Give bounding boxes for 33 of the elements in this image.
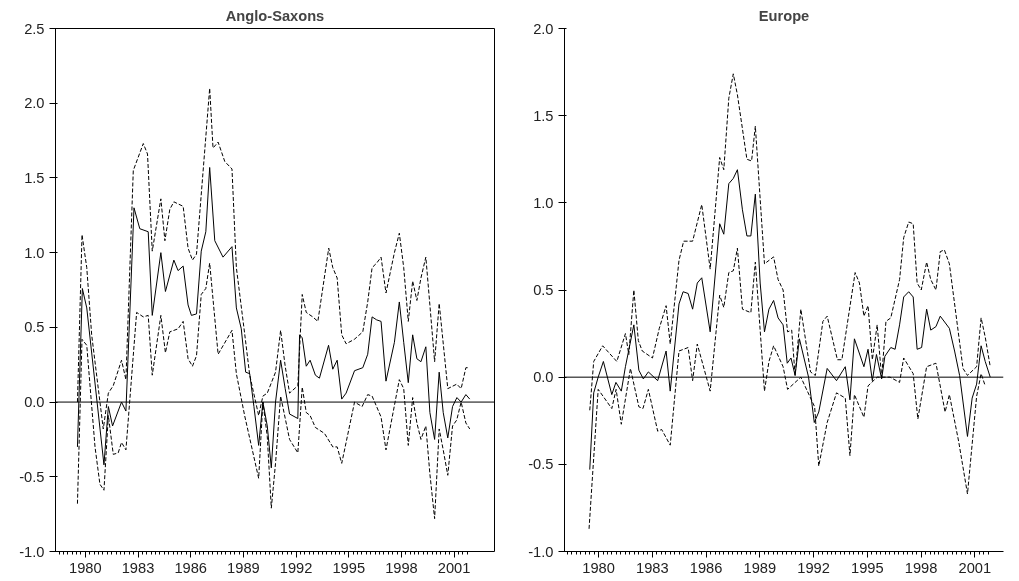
y-tick-label: 1.5 (533, 107, 554, 124)
y-tick-label: -0.5 (528, 456, 554, 473)
chart-title: Anglo-Saxons (225, 7, 325, 24)
y-tick-label: 0.0 (533, 369, 554, 386)
chart-title: Europe (758, 7, 810, 24)
x-tick-label: 1980 (69, 559, 102, 576)
x-tick-label: 1989 (743, 559, 777, 576)
x-tick-label: 1998 (385, 559, 418, 576)
x-tick-label: 2001 (958, 559, 992, 576)
x-tick-label: 1995 (332, 559, 366, 576)
x-tick-label: 1983 (636, 559, 669, 576)
y-tick-label: -1.0 (528, 543, 554, 560)
y-tick-label: 1.0 (533, 194, 554, 211)
y-tick-label: 2.0 (24, 95, 45, 112)
y-tick-label: -1.0 (19, 543, 45, 560)
y-tick-label: 2.0 (533, 20, 554, 37)
x-tick-label: 2001 (437, 559, 471, 576)
x-tick-label: 1998 (904, 559, 938, 576)
y-tick-label: 0.0 (24, 394, 45, 411)
y-tick-label: 2.5 (24, 20, 45, 37)
x-tick-label: 1986 (689, 559, 723, 576)
y-tick-label: -0.5 (19, 468, 45, 485)
x-tick-label: 1992 (279, 559, 313, 576)
x-tick-label: 1992 (797, 559, 830, 576)
y-tick-label: 0.5 (24, 319, 45, 336)
y-tick-label: 1.0 (24, 244, 45, 261)
x-tick-label: 1989 (227, 559, 260, 576)
x-tick-label: 1986 (174, 559, 208, 576)
x-tick-label: 1983 (121, 559, 155, 576)
x-tick-label: 1980 (582, 559, 615, 576)
x-tick-label: 1995 (851, 559, 884, 576)
y-tick-label: 0.5 (533, 282, 554, 298)
y-tick-label: 1.5 (24, 169, 45, 186)
